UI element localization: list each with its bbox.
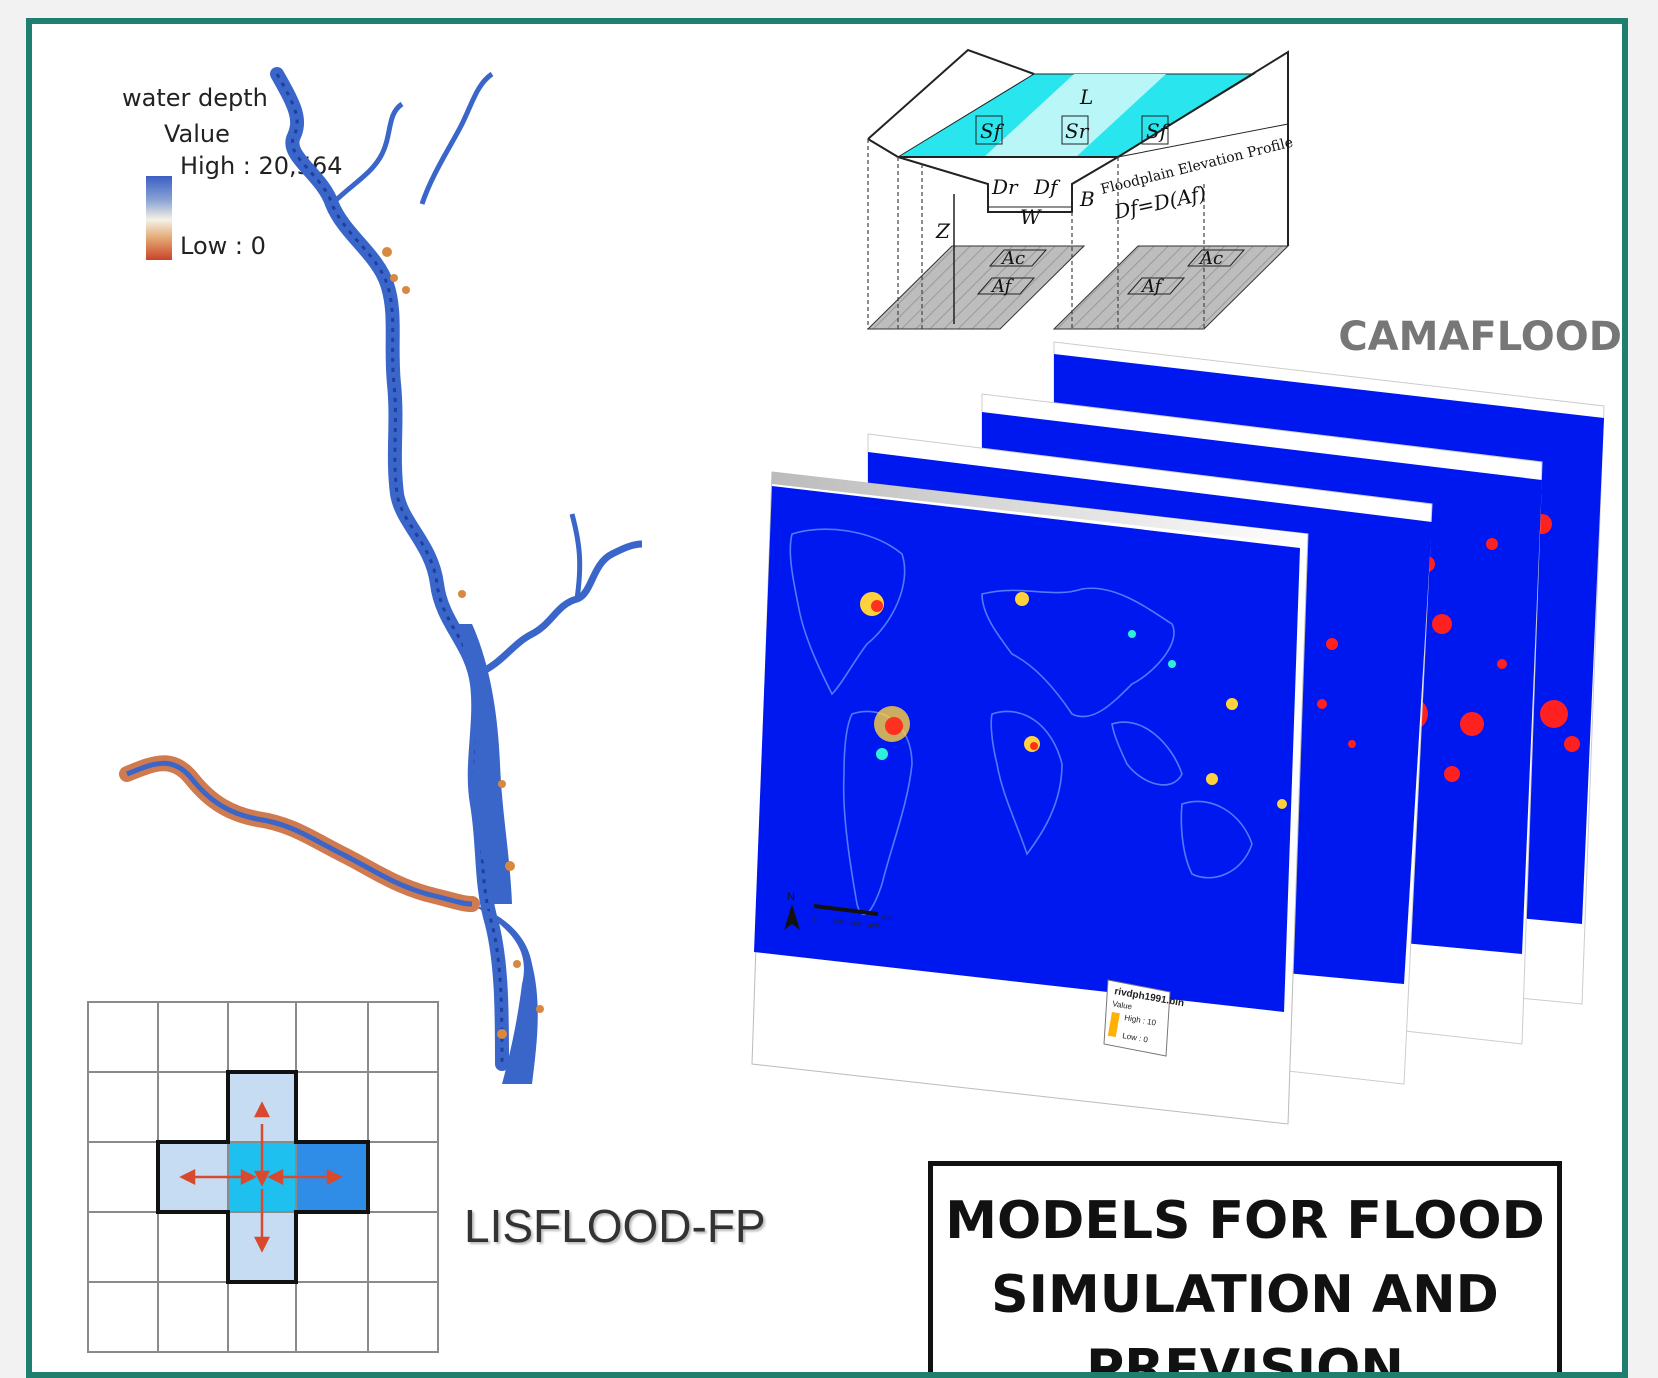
label-af-right: Af <box>1140 276 1165 297</box>
left-bank-edge <box>867 48 1035 140</box>
scale-tick: 300 <box>850 921 862 928</box>
label-af-left: Af <box>990 276 1015 297</box>
scale-unit: Km <box>882 915 893 922</box>
label-dr: Dr <box>991 175 1019 199</box>
flooded-patches <box>382 247 544 1039</box>
legend-color-ramp <box>146 176 172 260</box>
north-arrow: N <box>784 891 800 930</box>
flood-hotspots <box>860 592 1287 809</box>
title-line-2: SIMULATION AND <box>991 1265 1499 1325</box>
legend-title: water depth <box>122 84 268 112</box>
river-delta <box>472 904 538 1084</box>
title-line-3: PREVISION <box>1086 1339 1404 1378</box>
left-floodplain-base <box>866 245 1086 330</box>
illustration-canvas: Sf Sr Sf L Dr Df W B Z Floodplain Elevat… <box>87 48 1605 1353</box>
continent-outlines <box>789 528 1253 916</box>
scale-bar: 0 150 300 450 Km <box>814 904 893 930</box>
river-depth-map <box>119 67 643 1084</box>
label-sf-left: Sf <box>980 119 1005 143</box>
stencil-outline <box>156 1070 370 1284</box>
river-north-branch <box>330 101 404 206</box>
label-b: B <box>1079 187 1095 211</box>
legend-low-label: Low : 0 <box>180 232 266 260</box>
river-lower-floodplain <box>457 624 512 904</box>
lisflood-label: LISFLOOD-FP <box>464 1200 766 1252</box>
camaflood-diagram: Sf Sr Sf L Dr Df W B Z Floodplain Elevat… <box>866 48 1295 330</box>
title-line-1: MODELS FOR FLOOD <box>945 1191 1545 1251</box>
global-map-stack: N 0 150 300 450 Km rivdph1991.bin Value … <box>751 341 1605 1125</box>
label-w: W <box>1020 205 1042 229</box>
right-bank-edge <box>1117 50 1289 246</box>
right-floodplain-base <box>1052 245 1290 330</box>
scale-tick: 450 <box>868 923 880 930</box>
scale-tick: 150 <box>832 919 844 926</box>
label-sr: Sr <box>1065 119 1090 143</box>
main-river-core <box>275 73 504 1065</box>
flow-arrows <box>179 1101 343 1253</box>
lisflood-grid <box>87 1001 439 1353</box>
map-legend-value: Value <box>1112 999 1134 1011</box>
title-box: MODELS FOR FLOOD SIMULATION AND PREVISIO… <box>928 1161 1562 1378</box>
label-df: Df <box>1033 175 1061 199</box>
river-east-tributary <box>475 540 643 678</box>
river-west-tributary <box>126 760 473 907</box>
label-ac-right: Ac <box>1198 248 1223 269</box>
scale-tick: 0 <box>814 917 818 924</box>
water-depth-legend: water depth Value High : 20,564 Low : 0 <box>92 64 342 264</box>
label-ac-left: Ac <box>1000 248 1025 269</box>
poster-frame: water depth Value High : 20,564 Low : 0 <box>26 18 1628 1378</box>
river-north-branch-2 <box>419 71 494 205</box>
map-sheet-1: N 0 150 300 450 Km rivdph1991.bin Value … <box>751 471 1309 1125</box>
label-l: L <box>1079 85 1093 109</box>
label-z: Z <box>935 219 951 243</box>
river-east-branch <box>569 513 583 600</box>
map-legend-box: rivdph1991.bin Value High : 10 Low : 0 <box>1103 979 1185 1057</box>
main-river-channel <box>270 67 509 1071</box>
camaflood-label: CAMAFLOOD <box>1338 314 1622 360</box>
legend-subtitle: Value <box>164 120 230 148</box>
north-label: N <box>787 891 795 903</box>
label-sf-right: Sf <box>1146 119 1171 143</box>
